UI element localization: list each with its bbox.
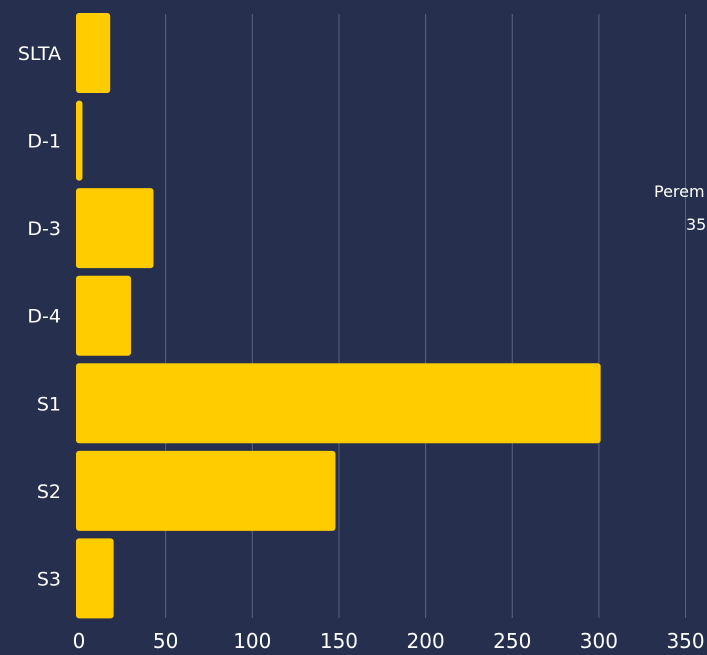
x-axis-tick-labels: 0 50 100 150 200 250 300 350 [73, 629, 705, 653]
bars [76, 13, 601, 619]
bar-s3[interactable] [76, 538, 114, 619]
category-labels: SLTA D-1 D-3 D-4 S1 S2 S3 [18, 43, 61, 590]
tooltip: Perem 35 [654, 182, 706, 234]
x-tick-label: 350 [666, 629, 704, 653]
tooltip-line-2: 35 [686, 215, 706, 234]
x-tick-label: 200 [407, 629, 445, 653]
bar-s2[interactable] [76, 450, 336, 531]
bar-d-4[interactable] [76, 275, 131, 356]
x-tick-label: 50 [153, 629, 178, 653]
x-tick-label: 150 [320, 629, 358, 653]
x-tick-label: 0 [73, 629, 86, 653]
x-tick-label: 100 [233, 629, 271, 653]
bar-s1[interactable] [76, 363, 601, 444]
category-label: S3 [37, 568, 61, 590]
bar-d-3[interactable] [76, 188, 154, 269]
category-label: D-1 [27, 131, 61, 153]
category-label: S1 [37, 393, 61, 415]
bar-d-1[interactable] [76, 100, 83, 181]
bar-slta[interactable] [76, 13, 111, 93]
category-label: S2 [37, 481, 61, 503]
category-label: D-3 [27, 218, 61, 240]
tooltip-line-1: Perem [654, 182, 705, 201]
x-tick-label: 300 [580, 629, 618, 653]
x-tick-label: 250 [493, 629, 531, 653]
grid-lines [165, 14, 687, 618]
category-label: D-4 [27, 306, 61, 328]
category-label: SLTA [18, 43, 61, 65]
